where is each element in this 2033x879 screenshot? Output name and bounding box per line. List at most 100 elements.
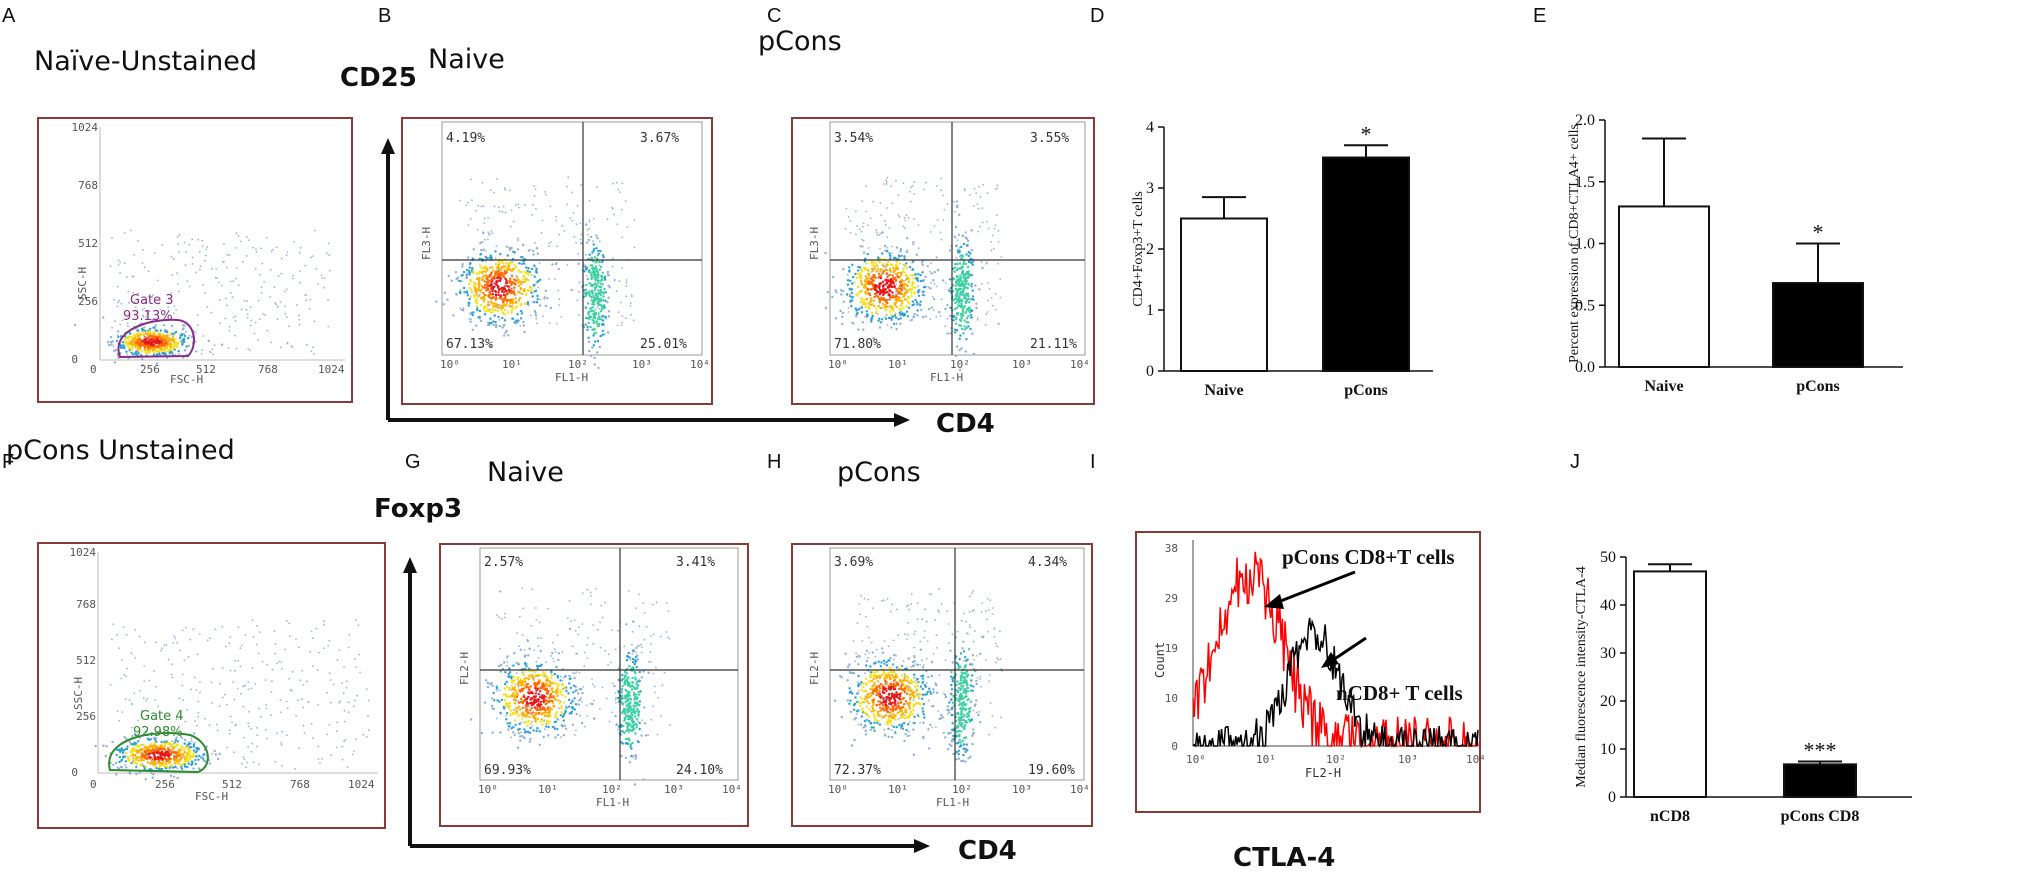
background-dot xyxy=(619,301,622,304)
background-dot xyxy=(161,244,164,247)
background-dot xyxy=(284,290,286,293)
density-dot xyxy=(882,290,886,294)
density-dot xyxy=(640,734,643,737)
background-dot xyxy=(328,639,331,642)
background-dot xyxy=(253,332,256,335)
density-dot xyxy=(624,756,628,760)
background-dot xyxy=(544,191,546,193)
density-dot xyxy=(962,288,965,291)
background-dot xyxy=(942,194,944,197)
density-dot xyxy=(173,755,176,758)
background-dot xyxy=(621,236,623,239)
density-dot xyxy=(930,306,933,309)
density-dot xyxy=(525,714,528,717)
density-dot xyxy=(446,298,449,301)
density-dot xyxy=(872,279,875,282)
density-dot xyxy=(958,318,962,321)
background-dot xyxy=(184,264,187,267)
density-dot xyxy=(468,297,471,301)
density-dot xyxy=(602,323,605,326)
background-dot xyxy=(585,704,588,707)
background-dot xyxy=(641,646,643,649)
density-dot xyxy=(631,680,634,684)
background-dot xyxy=(130,726,133,729)
density-dot xyxy=(146,332,150,336)
density-dot xyxy=(499,294,502,297)
background-dot xyxy=(299,247,302,249)
background-dot xyxy=(204,259,206,262)
background-dot xyxy=(487,231,490,234)
density-dot xyxy=(867,292,871,295)
density-dot xyxy=(889,280,892,283)
panel-c-xtick-1: 10¹ xyxy=(888,358,908,371)
background-dot xyxy=(604,649,607,652)
density-dot xyxy=(590,235,593,239)
background-dot xyxy=(902,225,905,228)
density-dot xyxy=(472,311,475,314)
density-dot xyxy=(539,664,542,667)
density-dot xyxy=(494,325,498,329)
density-dot xyxy=(534,674,538,677)
density-dot xyxy=(480,248,483,252)
density-dot xyxy=(596,302,600,305)
density-dot xyxy=(885,300,888,304)
background-dot xyxy=(904,219,907,222)
background-dot xyxy=(199,691,201,694)
density-dot xyxy=(958,213,961,216)
density-dot xyxy=(553,672,556,676)
density-dot xyxy=(150,760,154,764)
density-dot xyxy=(869,282,873,285)
background-dot xyxy=(301,669,304,672)
density-dot xyxy=(536,703,539,707)
density-dot xyxy=(886,279,889,282)
panel-a-xtick-3: 768 xyxy=(258,363,278,376)
density-dot xyxy=(539,700,543,704)
density-dot xyxy=(594,261,597,264)
density-dot xyxy=(500,309,503,312)
density-dot xyxy=(153,351,156,354)
density-dot xyxy=(487,301,490,304)
density-dot xyxy=(527,273,530,277)
background-dot xyxy=(634,651,637,654)
density-dot xyxy=(183,334,187,338)
background-dot xyxy=(260,247,262,250)
density-dot xyxy=(909,274,912,277)
background-dot xyxy=(199,265,202,268)
background-dot xyxy=(535,619,538,621)
background-dot xyxy=(240,644,243,647)
background-dot xyxy=(504,211,507,214)
density-dot xyxy=(486,283,489,286)
background-dot xyxy=(327,325,330,328)
background-dot xyxy=(197,715,200,718)
density-dot xyxy=(482,248,485,251)
density-dot xyxy=(519,317,523,320)
density-dot xyxy=(181,753,184,756)
background-dot xyxy=(590,595,592,597)
background-dot xyxy=(921,262,923,265)
density-dot xyxy=(591,302,594,306)
density-dot xyxy=(519,304,522,307)
background-dot xyxy=(244,633,247,636)
density-dot xyxy=(908,287,912,290)
background-dot xyxy=(240,308,243,311)
background-dot xyxy=(219,322,221,325)
background-dot xyxy=(273,286,276,289)
density-dot xyxy=(510,283,513,287)
density-dot xyxy=(166,336,169,339)
background-dot xyxy=(515,274,518,277)
density-dot xyxy=(970,248,973,252)
background-dot xyxy=(323,286,326,289)
density-dot xyxy=(933,270,936,274)
density-dot xyxy=(595,320,598,323)
background-dot xyxy=(549,205,552,208)
background-dot xyxy=(321,277,323,279)
background-dot xyxy=(212,353,214,355)
density-dot xyxy=(568,627,572,630)
density-dot xyxy=(557,658,560,662)
density-dot xyxy=(911,274,915,277)
background-dot xyxy=(968,284,971,287)
density-dot xyxy=(586,328,589,331)
density-dot xyxy=(922,290,925,293)
background-dot xyxy=(235,247,238,249)
background-dot xyxy=(534,719,537,722)
